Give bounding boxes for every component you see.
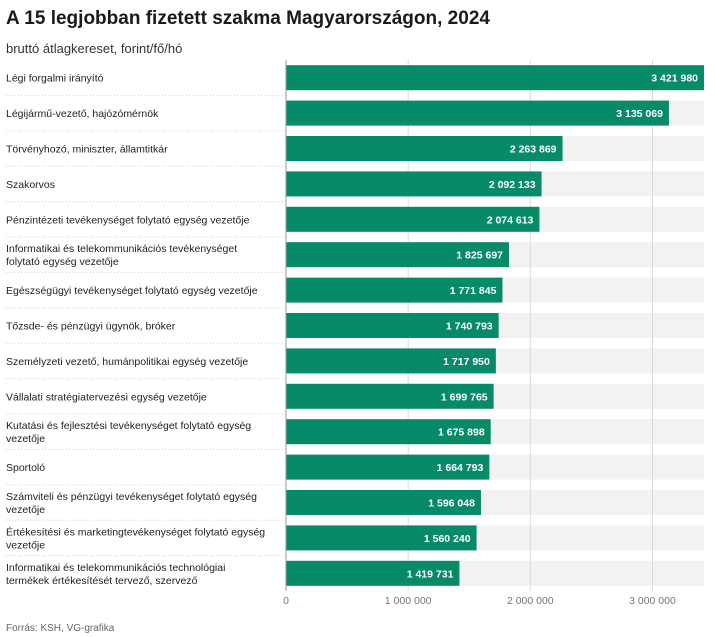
category-label: Vállalati stratégiatervezési egység veze… <box>6 391 207 403</box>
x-tick-label: 2 000 000 <box>507 595 554 607</box>
bar <box>286 242 510 268</box>
bar <box>286 136 563 161</box>
bar <box>286 206 540 232</box>
bar <box>286 348 496 374</box>
x-tick-label: 0 <box>283 595 289 607</box>
bar-value-label: 3 135 069 <box>616 108 663 120</box>
bar-value-label: 1 596 048 <box>428 498 475 510</box>
bar <box>286 490 481 515</box>
category-label: Értékesítési és marketingtevékenységet f… <box>6 525 265 538</box>
bar <box>286 100 669 126</box>
bar <box>286 313 499 338</box>
category-label: vezetője <box>6 504 45 516</box>
category-label: Kutatási és fejlesztési tevékenységet fo… <box>6 420 251 432</box>
bar-value-label: 2 263 869 <box>510 144 557 156</box>
category-label: vezetője <box>6 539 45 551</box>
bar-value-label: 3 421 980 <box>651 73 698 85</box>
category-label: Pénzintézeti tevékenységet folytató egys… <box>6 214 250 226</box>
x-tick-label: 1 000 000 <box>385 595 432 607</box>
category-label: Légijármű-vezető, hajózómérnök <box>6 108 159 120</box>
category-label: vezetője <box>6 433 45 445</box>
bar <box>286 65 704 91</box>
chart-title: A 15 legjobban fizetett szakma Magyarors… <box>6 8 490 29</box>
category-label: termékek értékesítését tervező, szervező <box>6 575 198 587</box>
bar <box>286 419 491 445</box>
bar-value-label: 1 717 950 <box>443 356 490 368</box>
category-label: Személyzeti vezető, humánpolitikai egysé… <box>6 356 248 368</box>
category-label: Tőzsde- és pénzügyi ügynök, bróker <box>6 321 176 333</box>
category-label: Sportoló <box>6 462 45 474</box>
bar <box>286 383 494 409</box>
x-tick-label: 3 000 000 <box>629 595 676 607</box>
category-label: Szakorvos <box>6 179 55 191</box>
bar <box>286 560 460 586</box>
category-label: Informatikai és telekommunikációs tevéke… <box>6 243 237 255</box>
bar-value-label: 1 675 898 <box>438 427 485 439</box>
bar-value-label: 1 664 793 <box>437 462 484 474</box>
category-label: folytató egység vezetője <box>6 256 119 268</box>
bar-value-label: 1 419 731 <box>407 568 454 580</box>
category-label: Egészségügyi tevékenységet folytató egys… <box>6 285 258 297</box>
category-label: Számviteli és pénzügyi tevékenységet fol… <box>6 491 257 503</box>
bar-value-label: 1 560 240 <box>424 533 471 545</box>
bar-value-label: 2 092 133 <box>489 179 536 191</box>
category-label: Törvényhozó, miniszter, államtitkár <box>6 144 168 156</box>
chart-subtitle: bruttó átlagkereset, forint/fő/hó <box>6 41 183 56</box>
bar-value-label: 2 074 613 <box>487 214 534 226</box>
bar-value-label: 1 699 765 <box>441 391 488 403</box>
category-label: Légi forgalmi irányító <box>6 73 104 85</box>
source-note: Forrás: KSH, VG-grafika <box>6 623 115 634</box>
bar-value-label: 1 740 793 <box>446 321 493 333</box>
bar <box>286 454 490 480</box>
bar-value-label: 1 825 697 <box>456 250 503 262</box>
bar <box>286 171 542 197</box>
bar <box>286 277 503 303</box>
bar-value-label: 1 771 845 <box>450 285 497 297</box>
category-label: Informatikai és telekommunikációs techno… <box>6 562 225 574</box>
bar <box>286 525 477 551</box>
